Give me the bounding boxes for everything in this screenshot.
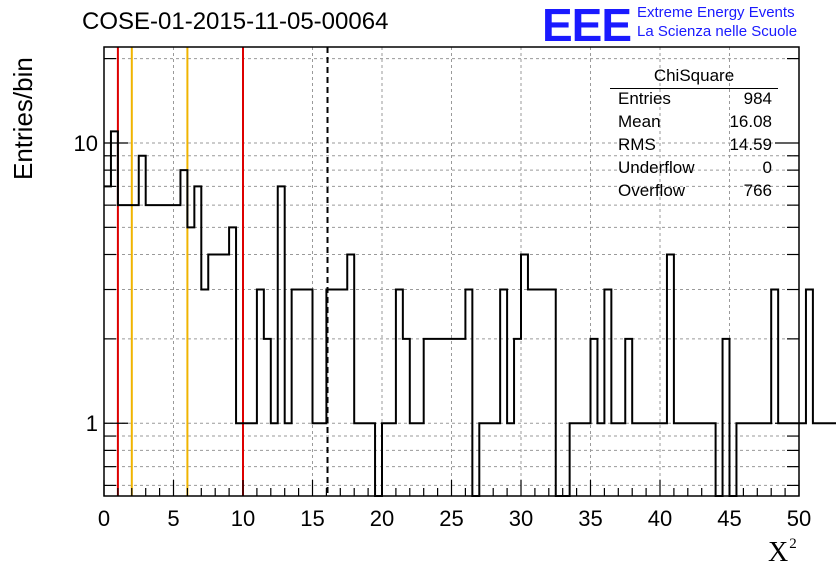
x-tick-label: 35 [578, 506, 602, 531]
x-axis-label: X2 [768, 536, 797, 568]
y-tick-label: 1 [86, 411, 98, 436]
stats-value: 766 [743, 181, 772, 200]
x-tick-label: 5 [167, 506, 179, 531]
x-tick-label: 10 [231, 506, 255, 531]
stats-label: Underflow [618, 158, 695, 177]
x-tick-label: 50 [787, 506, 811, 531]
stats-row-rms: RMS 14.59 [610, 135, 778, 158]
stats-label: RMS [618, 135, 656, 154]
eee-logo: EEE [542, 0, 632, 51]
logo-caption-1: Extreme Energy Events [637, 4, 795, 21]
x-tick-label: 45 [717, 506, 741, 531]
histogram-series [104, 130, 836, 497]
stats-label: Mean [618, 112, 661, 131]
x-tick-label: 0 [98, 506, 110, 531]
x-tick-label: 30 [509, 506, 533, 531]
x-tick-label: 20 [370, 506, 394, 531]
x-tick-label: 25 [439, 506, 463, 531]
stats-label: Overflow [618, 181, 686, 200]
y-tick-label: 10 [74, 131, 98, 156]
stats-value: 984 [743, 89, 772, 108]
stats-box-name: ChiSquare [610, 66, 778, 89]
x-tick-label: 15 [300, 506, 324, 531]
stats-label: Entries [618, 89, 671, 108]
stats-value: 14.59 [729, 135, 772, 154]
stats-value: 16.08 [729, 112, 772, 131]
x-axis-label-superscript: 2 [789, 536, 797, 552]
x-tick-label: 40 [648, 506, 672, 531]
histogram-title: COSE-01-2015-11-05-00064 [82, 8, 389, 35]
stats-row-mean: Mean 16.08 [610, 112, 778, 135]
stats-value: 0 [762, 158, 772, 177]
stats-row-overflow: Overflow 766 [610, 181, 778, 204]
stats-box: ChiSquare Entries 984 Mean 16.08 RMS 14.59 Und… [610, 66, 778, 204]
logo-caption-2: La Scienza nelle Scuole [637, 23, 798, 40]
stats-row-underflow: Underflow 0 [610, 158, 778, 181]
stats-row-entries: Entries 984 [610, 89, 778, 112]
